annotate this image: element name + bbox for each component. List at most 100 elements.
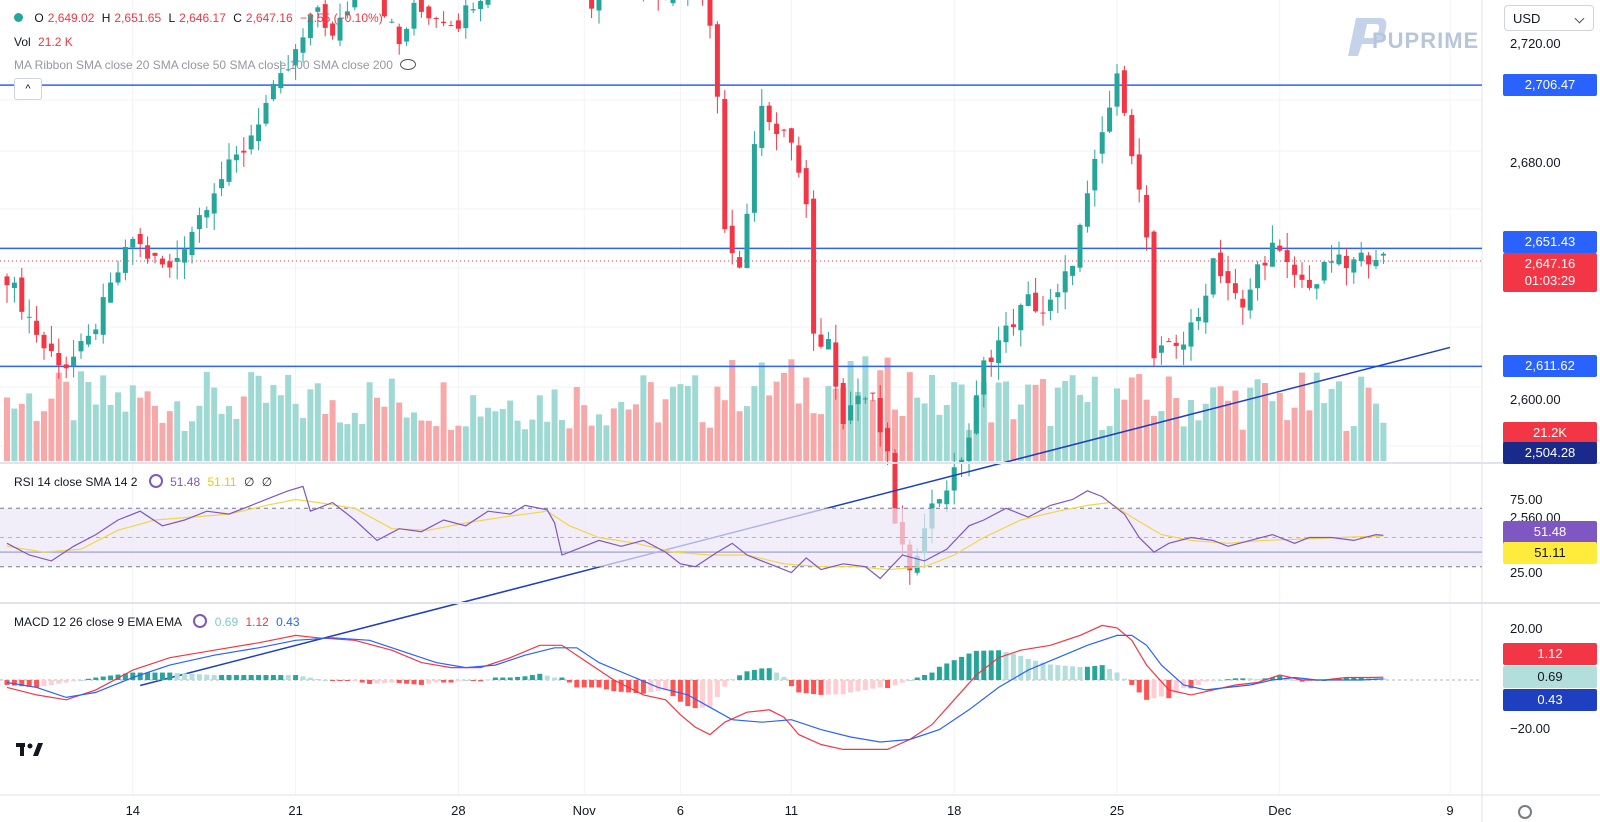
macd-line-value: 1.12 [245, 615, 269, 629]
volume-bar [492, 411, 499, 461]
low-value: 2,646.17 [179, 11, 226, 25]
macd-hist-label[interactable]: 0.69 [1503, 666, 1597, 689]
countdown-label[interactable]: 01:03:29 [1503, 270, 1597, 292]
macd-histogram-bar [1292, 680, 1298, 681]
volume-bar [18, 403, 25, 461]
candle-body [877, 397, 883, 433]
volume-bar [152, 405, 158, 461]
candle-body [256, 124, 262, 142]
time-tick: Nov [572, 803, 596, 818]
macd-histogram-bar [500, 677, 506, 680]
currency-select[interactable]: USD [1504, 5, 1594, 31]
macd-histogram-bar [241, 675, 247, 680]
macd-histogram-bar [589, 680, 595, 688]
macd-histogram-bar [848, 680, 854, 693]
candle-body [1232, 283, 1238, 294]
candle-body [1025, 294, 1031, 306]
price-tick[interactable]: 2,680.00 [1510, 154, 1561, 170]
macd-line-label[interactable]: 1.12 [1503, 643, 1597, 666]
time-tick: 28 [451, 803, 466, 818]
volume-bar [240, 396, 247, 461]
settings-gear-icon[interactable] [1518, 805, 1532, 819]
candle-body [159, 258, 165, 265]
macd-histogram-bar [1129, 680, 1135, 685]
macd-histogram-bar [1299, 680, 1305, 682]
macd-histogram-bar [1203, 680, 1209, 682]
candle-body [951, 467, 957, 491]
volume-bar [758, 362, 765, 461]
macd-histogram-bar [159, 672, 165, 680]
macd-signal-value: 0.43 [276, 615, 300, 629]
candle-body [1218, 252, 1224, 277]
refresh-icon[interactable] [193, 614, 208, 628]
macd-signal-label[interactable]: 0.43 [1503, 688, 1597, 711]
volume-bar [1106, 426, 1113, 461]
candle-body [766, 105, 772, 123]
volume-bar [1165, 376, 1172, 461]
macd-histogram-bar [34, 680, 40, 688]
level-label[interactable]: 2,706.47 [1503, 74, 1597, 97]
ma-ribbon-legend[interactable]: MA Ribbon SMA close 20 SMA close 50 SMA … [14, 58, 420, 72]
volume-bar [862, 356, 869, 461]
macd-histogram-bar [11, 680, 17, 686]
macd-histogram-bar [300, 676, 306, 680]
candle-body [892, 452, 898, 524]
macd-histogram-bar [1055, 665, 1061, 680]
level-label[interactable]: 2,611.62 [1503, 355, 1597, 378]
macd-histogram-bar [692, 680, 698, 709]
macd-tick[interactable]: −20.00 [1510, 720, 1551, 736]
candle-body [788, 128, 794, 143]
macd-histogram-bar [596, 680, 602, 688]
last-price-label[interactable]: 2,647.16 [1503, 253, 1597, 275]
volume-bar [610, 408, 617, 461]
volume-bar [677, 384, 684, 461]
macd-tick[interactable]: 20.00 [1510, 621, 1543, 637]
eye-hidden-icon[interactable] [400, 59, 417, 70]
brand-logo: PUPRIME [1340, 14, 1480, 64]
macd-histogram-bar [56, 680, 62, 684]
candle-body [85, 335, 91, 345]
macd-histogram-bar [996, 650, 1002, 680]
candle-body [1188, 322, 1194, 347]
volume-legend[interactable]: Vol 21.2 K [14, 35, 77, 49]
candle-body [1321, 261, 1327, 281]
price-tick[interactable]: 2,600.00 [1510, 391, 1561, 407]
volume-bar [41, 411, 47, 461]
level-label[interactable]: 2,651.43 [1503, 231, 1597, 254]
price-tick[interactable]: 2,720.00 [1510, 36, 1561, 52]
volume-bar [307, 389, 314, 461]
candle-body [278, 73, 284, 89]
macd-histogram-bar [648, 680, 654, 693]
candle-body [11, 282, 17, 288]
level-label[interactable]: 2,504.28 [1503, 442, 1597, 464]
refresh-icon[interactable] [148, 474, 163, 488]
currency-value: USD [1513, 11, 1541, 26]
rsi-tick[interactable]: 75.00 [1510, 492, 1543, 507]
time-tick: 11 [784, 803, 799, 818]
tradingview-logo[interactable] [16, 741, 46, 757]
macd-histogram-bar [944, 663, 950, 680]
volume-bar [1380, 422, 1387, 461]
volume-bar [544, 421, 551, 461]
collapse-legend-button[interactable]: ^ [14, 78, 42, 100]
macd-legend[interactable]: MACD 12 26 close 9 EMA EMA 0.69 1.12 0.4… [14, 612, 304, 629]
volume-bar [1291, 407, 1298, 461]
macd-histogram-bar [1351, 677, 1357, 680]
rsi-sma-label[interactable]: 51.11 [1503, 541, 1597, 564]
rsi-legend[interactable]: RSI 14 close SMA 14 2 51.48 51.11 ∅ ∅ [14, 472, 276, 489]
macd-histogram-bar [26, 680, 32, 687]
macd-histogram-bar [707, 680, 713, 708]
volume-bar [951, 382, 958, 461]
macd-histogram-bar [788, 680, 794, 687]
rsi-label[interactable]: 51.48 [1503, 521, 1597, 544]
candles [4, 0, 1386, 585]
candle-body [1284, 250, 1290, 263]
candle-body [1255, 264, 1261, 289]
rsi-tick[interactable]: 25.00 [1510, 565, 1543, 580]
candle-body [189, 231, 195, 256]
volume-bar [662, 399, 669, 461]
macd-histogram-bar [389, 680, 395, 683]
volume-bar [470, 395, 477, 461]
volume-last-label[interactable]: 21.2K [1503, 422, 1597, 444]
